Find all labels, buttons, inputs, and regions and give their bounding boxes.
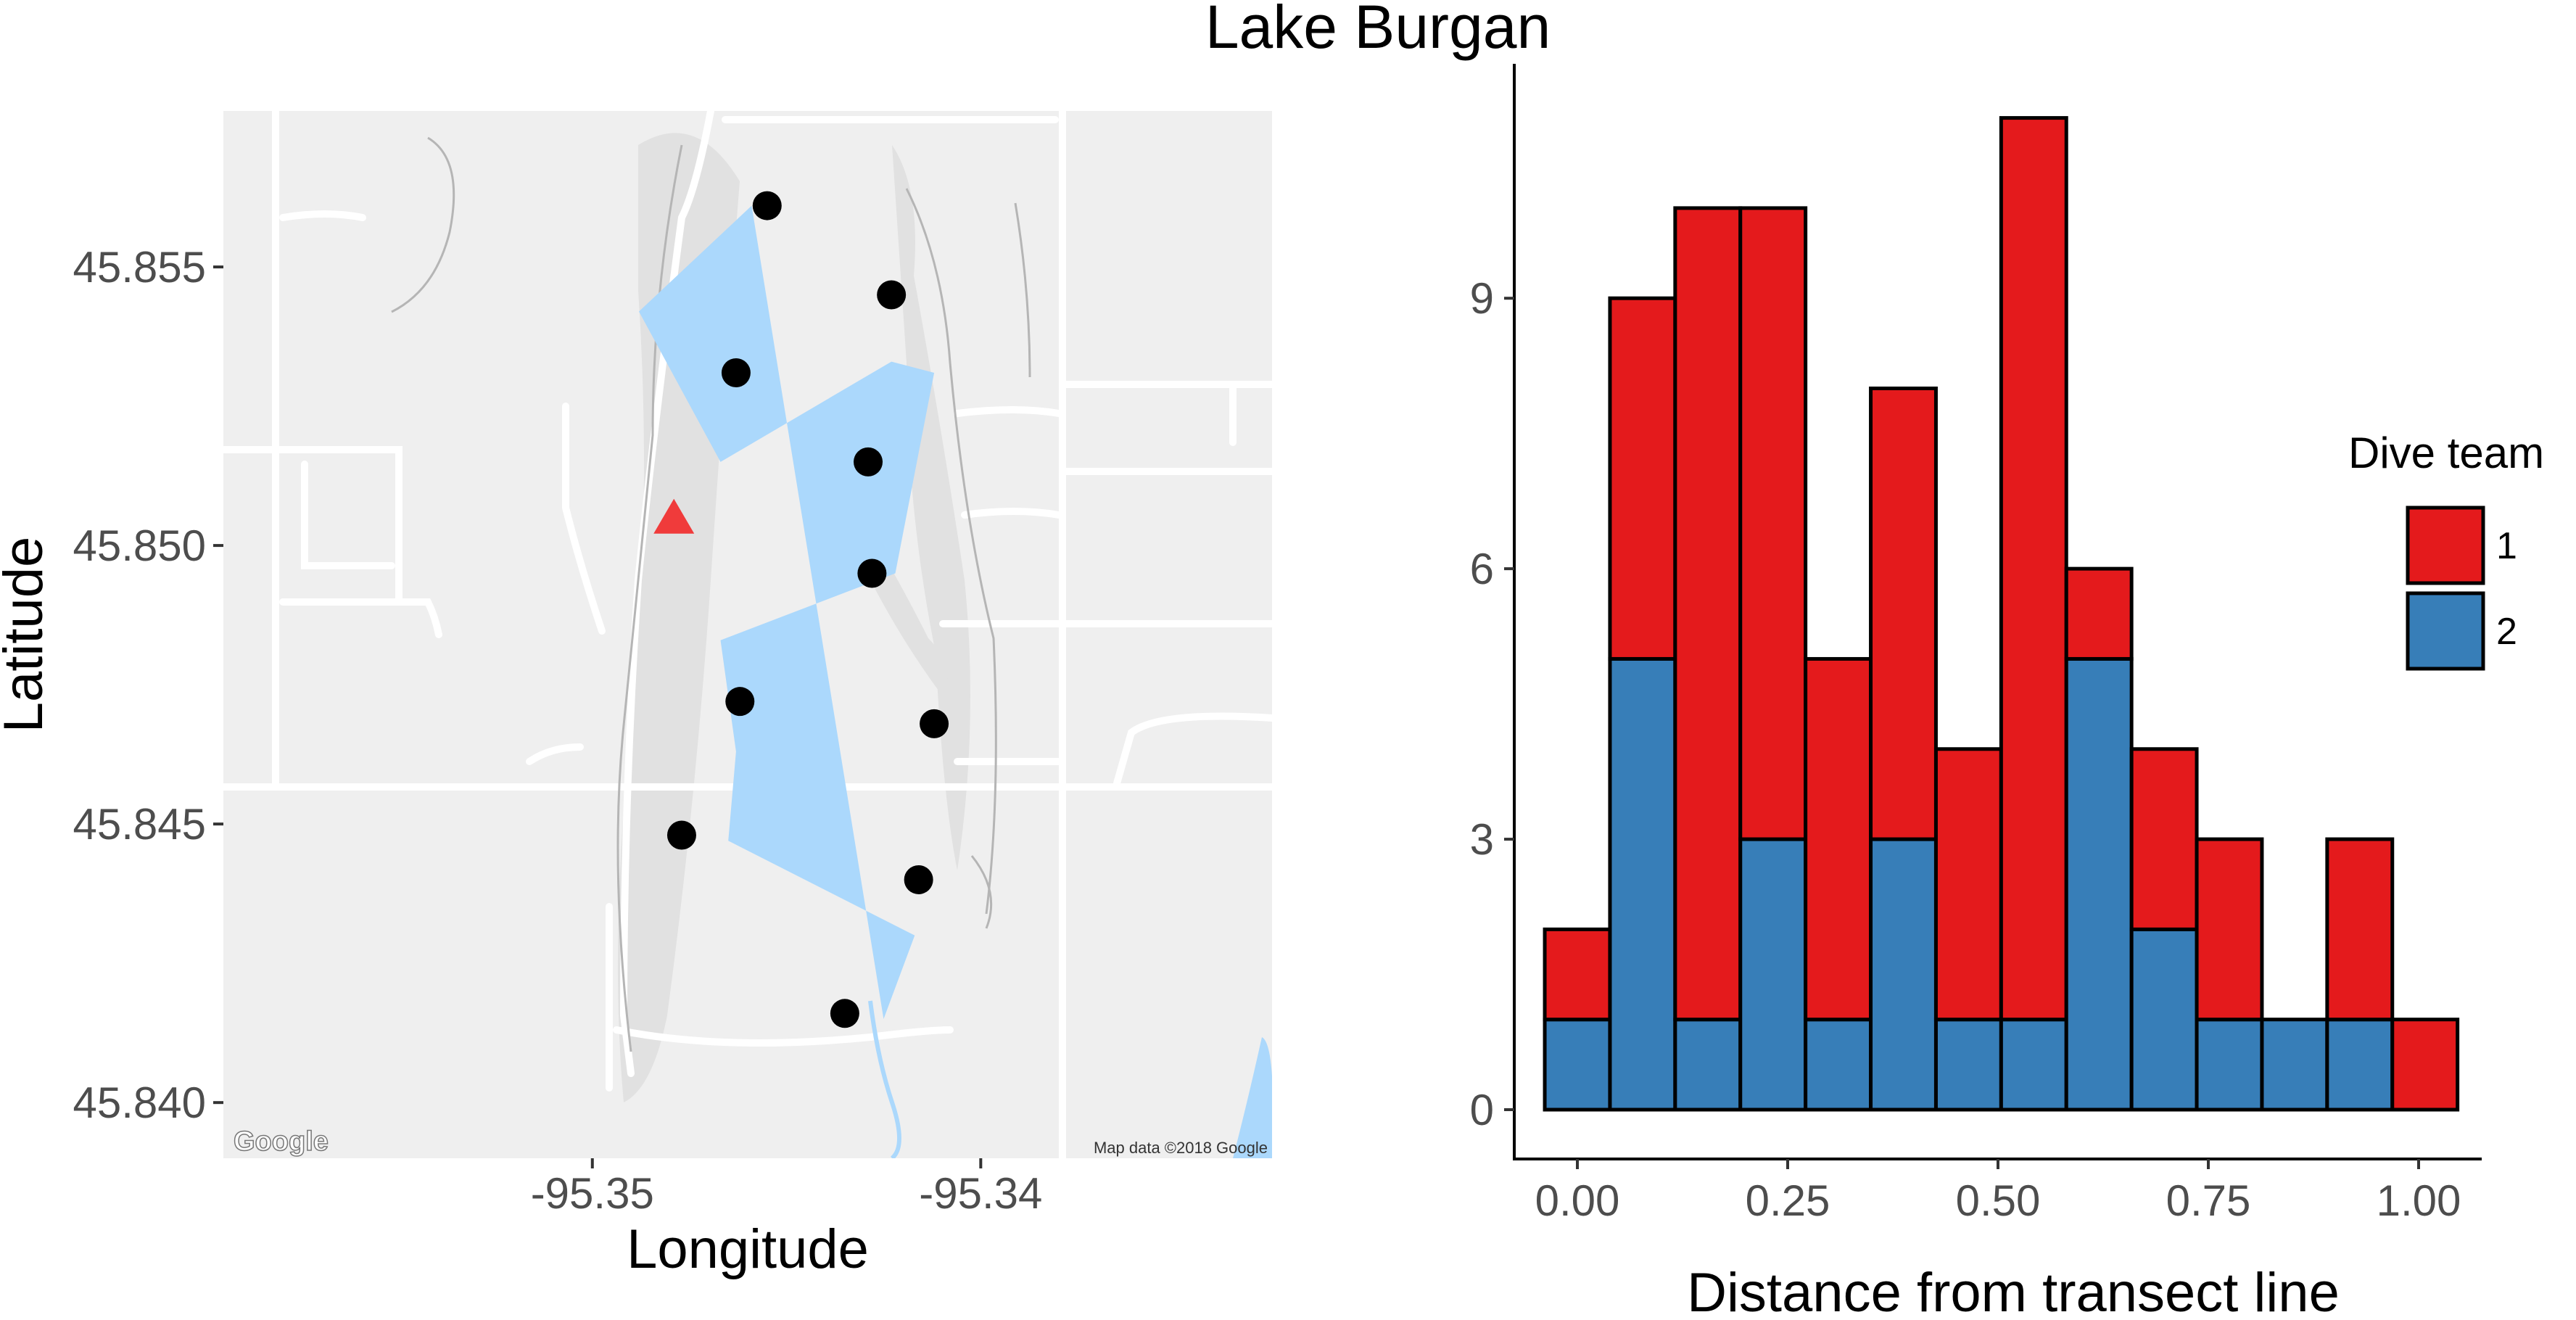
histogram-bar-team-1[interactable] [1673, 206, 1743, 1022]
histogram-bar-team-1[interactable] [2390, 1018, 2460, 1112]
legend-label-1: 1 [2496, 525, 2517, 567]
legend-title: Dive team [2348, 429, 2544, 477]
histogram-bar-team-1[interactable] [2325, 837, 2395, 1022]
sample-point[interactable] [752, 191, 782, 220]
histogram-bar-team-2[interactable] [2260, 1018, 2329, 1112]
histogram-bar-team-1[interactable] [1804, 656, 1873, 1022]
x-tick-label: 0.75 [2166, 1176, 2251, 1225]
histogram-bar-team-2[interactable] [2195, 1018, 2264, 1112]
histogram-x-axis-title: Distance from transect line [1687, 1262, 2340, 1320]
latitude-axis: 45.840 45.845 45.850 45.855 [73, 243, 223, 1127]
histogram-bar-team-2[interactable] [1543, 1018, 1612, 1112]
longitude-axis-title: Longitude [627, 1218, 869, 1280]
histogram-bar-team-2[interactable] [1999, 1018, 2068, 1112]
histogram-bar-team-1[interactable] [1543, 927, 1612, 1022]
google-logo: Google [234, 1126, 329, 1157]
histogram-bars [1543, 116, 2460, 1112]
map-credit: Map data ©2018 Google [1094, 1139, 1268, 1157]
sample-point[interactable] [854, 447, 883, 477]
longitude-tick-label: -95.35 [531, 1169, 654, 1218]
longitude-tick-label: -95.34 [919, 1169, 1042, 1218]
lake-water[interactable] [639, 205, 935, 1020]
map-stream [868, 1000, 901, 1158]
sample-point[interactable] [666, 820, 696, 850]
histogram-bar-team-1[interactable] [2064, 566, 2134, 661]
histogram-bar-team-2[interactable] [1933, 1018, 2003, 1112]
y-tick-label: 9 [1470, 274, 1494, 323]
histogram-bar-team-2[interactable] [2064, 656, 2134, 1112]
histogram-bar-team-2[interactable] [1738, 837, 1808, 1112]
sample-point[interactable] [721, 358, 751, 387]
figure-title: Lake Burgan [1205, 0, 1551, 61]
legend: Dive team 1 2 [2348, 429, 2544, 671]
x-tick-label: 0.25 [1746, 1176, 1830, 1225]
histogram-bar-team-2[interactable] [2129, 927, 2199, 1112]
sample-point[interactable] [920, 709, 949, 738]
histogram-bar-team-1[interactable] [1608, 296, 1677, 661]
histogram-panel: 0 3 6 9 0.00 0.25 0.50 0.75 1.00 Distance from … [1470, 64, 2544, 1320]
histogram-bar-team-2[interactable] [1673, 1018, 1743, 1112]
histogram-bar-team-2[interactable] [1608, 656, 1677, 1112]
histogram-bar-team-1[interactable] [1999, 116, 2068, 1022]
sample-point[interactable] [904, 865, 933, 894]
sample-point[interactable] [877, 280, 907, 310]
histogram-bar-team-1[interactable] [2129, 747, 2199, 931]
histogram-y-axis: 0 3 6 9 [1470, 274, 1514, 1134]
histogram-bar-team-2[interactable] [1869, 837, 1938, 1112]
latitude-tick-label: 45.850 [73, 521, 206, 570]
histogram-bar-team-1[interactable] [1933, 747, 2003, 1022]
histogram-bar-team-2[interactable] [1804, 1018, 1873, 1112]
latitude-axis-title: Latitude [0, 537, 54, 733]
map-pond [1233, 1037, 1272, 1158]
legend-swatch-2[interactable] [2406, 591, 2485, 671]
histogram-bar-team-2[interactable] [2325, 1018, 2395, 1112]
sample-point[interactable] [830, 999, 859, 1028]
x-tick-label: 1.00 [2377, 1176, 2461, 1225]
legend-swatch-1[interactable] [2406, 506, 2485, 585]
y-tick-label: 0 [1470, 1086, 1494, 1134]
sample-point[interactable] [857, 558, 887, 588]
red-triangle-marker[interactable] [653, 498, 695, 534]
latitude-tick-label: 45.855 [73, 243, 206, 292]
x-tick-label: 0.50 [1956, 1176, 2041, 1225]
y-tick-label: 6 [1470, 545, 1494, 593]
histogram-bar-team-1[interactable] [2195, 837, 2264, 1022]
legend-label-2: 2 [2496, 611, 2517, 653]
map-panel: Google Map data ©2018 Google 45.84045.84… [0, 111, 1272, 1280]
x-tick-label: 0.00 [1535, 1176, 1620, 1225]
y-tick-label: 3 [1470, 815, 1494, 864]
latitude-tick-label: 45.840 [73, 1078, 206, 1127]
latitude-tick-label: 45.845 [73, 800, 206, 849]
longitude-axis: -95.35 -95.34 [531, 1158, 1042, 1218]
histogram-bar-team-1[interactable] [1738, 206, 1808, 841]
sample-point[interactable] [725, 687, 755, 717]
map-points [666, 191, 949, 1028]
histogram-bar-team-1[interactable] [1869, 387, 1938, 841]
histogram-x-axis: 0.00 0.25 0.50 0.75 1.00 [1535, 1159, 2461, 1225]
map-roads [223, 111, 1272, 1158]
